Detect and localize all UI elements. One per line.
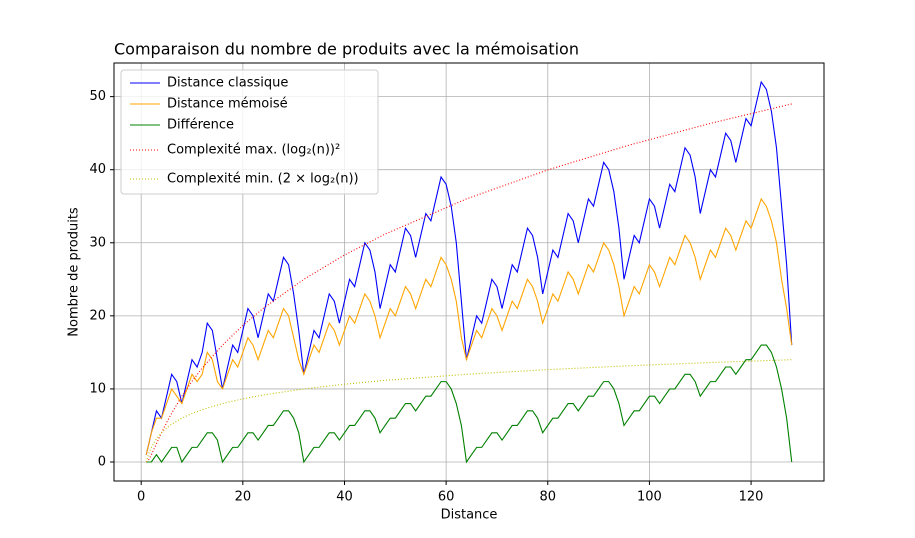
legend-label: Complexité max. (log₂(n))² — [167, 143, 340, 158]
x-tick-label: 120 — [739, 490, 764, 505]
x-tick-label: 80 — [540, 490, 557, 505]
legend-label: Différence — [167, 118, 234, 133]
legend-label: Complexité min. (2 × log₂(n)) — [167, 172, 359, 187]
y-axis-label: Nombre de produits — [67, 207, 82, 337]
legend: Distance classique Distance mémoisé Différ… — [120, 69, 379, 195]
axes-frame — [113, 62, 825, 482]
chart-title: Comparaison du nombre de produits avec l… — [114, 40, 579, 59]
y-tick-label: 50 — [89, 89, 106, 104]
series-line — [145, 80, 793, 455]
y-tick-label: 10 — [89, 381, 106, 396]
x-tick-label: 100 — [637, 490, 662, 505]
y-tick-label: 40 — [89, 162, 106, 177]
y-tick-label: 30 — [89, 235, 106, 250]
x-tick-label: 0 — [137, 490, 145, 505]
y-tick-label: 0 — [98, 455, 106, 470]
legend-label: Distance classique — [167, 76, 288, 91]
series-line — [145, 359, 792, 463]
x-tick-label: 60 — [438, 490, 455, 505]
x-tick-label: 40 — [336, 490, 353, 505]
series-line — [146, 344, 793, 464]
legend-label: Distance mémoisé — [167, 97, 288, 112]
x-tick-label: 20 — [235, 490, 252, 505]
series-line — [145, 197, 793, 455]
x-axis-label: Distance — [441, 508, 498, 523]
legend-box — [120, 69, 379, 195]
y-tick-label: 20 — [89, 308, 106, 323]
